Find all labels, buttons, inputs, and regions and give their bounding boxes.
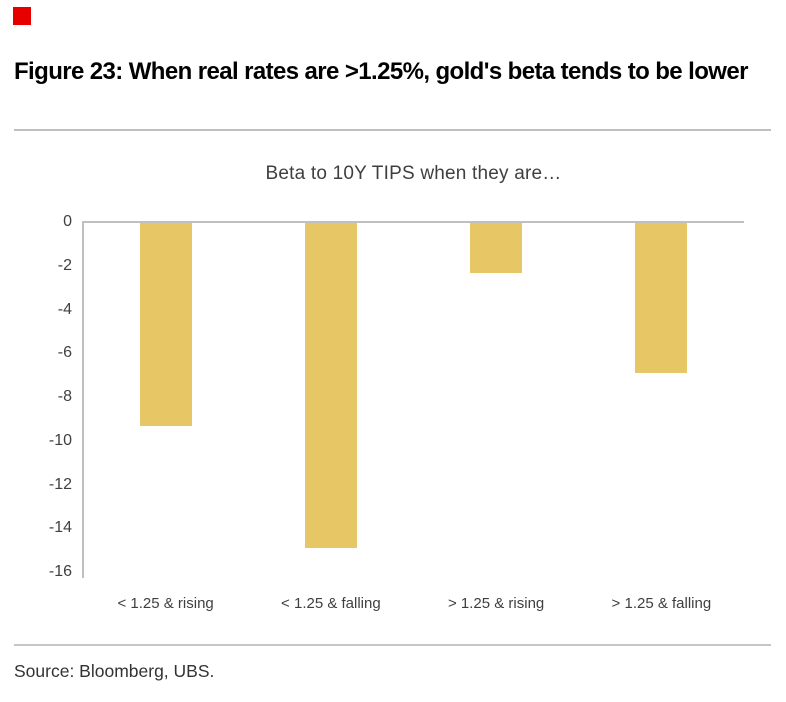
y-tick-label: 0 [63,213,72,230]
y-tick-label: -4 [57,300,72,318]
source-divider-rule [14,644,771,646]
y-tick-label: -8 [57,388,72,405]
figure-title: Figure 23: When real rates are >1.25%, g… [14,58,748,85]
title-divider-rule [14,129,771,131]
x-category-label: > 1.25 & rising [447,595,545,612]
ubs-red-square-logo [13,7,31,25]
bar [304,222,357,549]
x-category-label: < 1.25 & falling [281,595,381,612]
bar [139,222,192,426]
chart-title: Beta to 10Y TIPS when they are… [265,163,562,184]
y-tick-label: -14 [48,519,72,537]
y-tick-label: -2 [57,256,72,274]
bar [470,222,523,273]
y-tick-label: -6 [57,344,72,362]
y-tick-label: -10 [48,431,72,449]
bar [635,222,688,374]
x-category-label: < 1.25 & rising [117,595,214,612]
y-tick-label: -16 [48,563,72,580]
x-category-label: > 1.25 & falling [611,595,712,612]
source-text: Source: Bloomberg, UBS. [14,661,215,681]
y-axis-line [82,221,84,578]
y-tick-label: -12 [48,475,72,493]
zero-baseline [83,221,744,223]
